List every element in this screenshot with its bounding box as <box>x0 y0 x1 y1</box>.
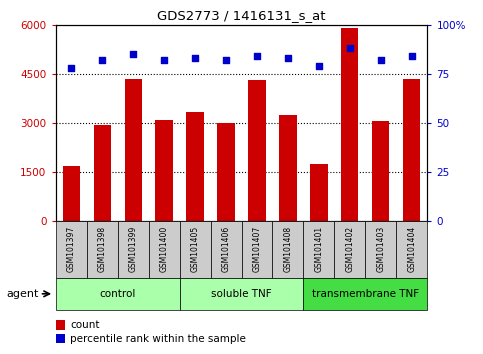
Point <box>160 57 168 63</box>
Bar <box>56 334 65 343</box>
Bar <box>303 278 427 310</box>
Bar <box>56 221 86 278</box>
Point <box>253 53 261 59</box>
Text: control: control <box>99 289 136 299</box>
Bar <box>217 123 235 221</box>
Text: GSM101403: GSM101403 <box>376 226 385 272</box>
Text: GSM101399: GSM101399 <box>128 226 138 272</box>
Bar <box>62 166 80 221</box>
Bar <box>366 221 397 278</box>
Point <box>377 57 385 63</box>
Text: GDS2773 / 1416131_s_at: GDS2773 / 1416131_s_at <box>157 9 326 22</box>
Bar <box>56 320 65 330</box>
Bar <box>397 221 427 278</box>
Point <box>67 65 75 71</box>
Text: GSM101406: GSM101406 <box>222 226 230 272</box>
Bar <box>86 221 117 278</box>
Bar <box>180 221 211 278</box>
Bar <box>272 221 303 278</box>
Bar <box>311 164 327 221</box>
Text: GSM101404: GSM101404 <box>408 226 416 272</box>
Bar <box>56 278 180 310</box>
Bar <box>186 112 203 221</box>
Bar <box>334 221 366 278</box>
Bar <box>211 221 242 278</box>
Point <box>222 57 230 63</box>
Text: soluble TNF: soluble TNF <box>211 289 272 299</box>
Text: GSM101402: GSM101402 <box>345 226 355 272</box>
Point <box>129 51 137 57</box>
Bar <box>125 79 142 221</box>
Text: percentile rank within the sample: percentile rank within the sample <box>70 333 246 343</box>
Bar <box>248 80 266 221</box>
Bar <box>372 121 389 221</box>
Point <box>408 53 416 59</box>
Bar <box>280 115 297 221</box>
Bar <box>149 221 180 278</box>
Text: agent: agent <box>6 289 39 299</box>
Text: GSM101400: GSM101400 <box>159 226 169 272</box>
Point <box>284 55 292 61</box>
Point <box>346 46 354 51</box>
Point <box>98 57 106 63</box>
Bar <box>117 221 149 278</box>
Point <box>315 63 323 69</box>
Text: GSM101408: GSM101408 <box>284 226 293 272</box>
Bar <box>341 28 358 221</box>
Point <box>191 55 199 61</box>
Text: GSM101405: GSM101405 <box>190 226 199 272</box>
Bar <box>180 278 303 310</box>
Bar <box>156 120 172 221</box>
Text: count: count <box>70 320 99 330</box>
Text: transmembrane TNF: transmembrane TNF <box>312 289 419 299</box>
Text: GSM101401: GSM101401 <box>314 226 324 272</box>
Bar <box>242 221 272 278</box>
Text: GSM101397: GSM101397 <box>67 226 75 272</box>
Text: GSM101407: GSM101407 <box>253 226 261 272</box>
Bar <box>303 221 334 278</box>
Text: GSM101398: GSM101398 <box>98 226 107 272</box>
Bar <box>403 79 421 221</box>
Bar <box>94 125 111 221</box>
